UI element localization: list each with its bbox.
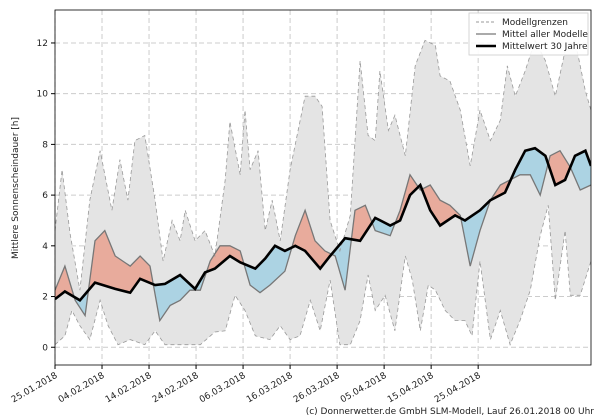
y-axis-label: Mittlere Sonnenscheindauer [h] bbox=[11, 117, 21, 259]
legend-label-mean: Mittel aller Modelle bbox=[502, 30, 588, 40]
x-tick-label: 04.02.2018 bbox=[57, 371, 107, 406]
y-tick-label: 12 bbox=[37, 39, 48, 49]
legend-label-clim: Mittelwert 30 Jahre bbox=[502, 42, 588, 52]
model-mean-line bbox=[55, 149, 591, 323]
x-tick-label: 26.03.2018 bbox=[292, 371, 342, 406]
legend: Modellgrenzen Mittel aller Modelle Mitte… bbox=[468, 12, 589, 56]
x-tick-label: 25.04.2018 bbox=[433, 371, 483, 406]
x-tick-label: 25.01.2018 bbox=[10, 371, 60, 406]
x-tick-label: 24.02.2018 bbox=[151, 371, 201, 406]
legend-label-range: Modellgrenzen bbox=[502, 18, 568, 28]
y-tick-label: 0 bbox=[42, 343, 48, 353]
x-tick-label: 06.03.2018 bbox=[198, 371, 248, 406]
model-range-band bbox=[55, 40, 591, 345]
credit-text: (c) Donnerwetter.de GmbH SLM-Modell, Lau… bbox=[305, 407, 594, 417]
y-tick-label: 2 bbox=[42, 293, 48, 303]
x-tick-label: 14.02.2018 bbox=[104, 371, 154, 406]
model-lower-line bbox=[55, 205, 591, 346]
plot-frame bbox=[54, 9, 592, 366]
x-tick-label: 16.03.2018 bbox=[245, 371, 295, 406]
y-tick-label: 8 bbox=[42, 140, 48, 150]
model-upper-line bbox=[55, 39, 591, 291]
y-tick-label: 10 bbox=[37, 90, 49, 100]
x-tick-label: 15.04.2018 bbox=[386, 371, 436, 406]
climate-mean-line bbox=[55, 146, 591, 302]
y-tick-label: 6 bbox=[42, 191, 48, 201]
x-tick-label: 05.04.2018 bbox=[339, 371, 389, 406]
y-tick-label: 4 bbox=[42, 242, 48, 252]
